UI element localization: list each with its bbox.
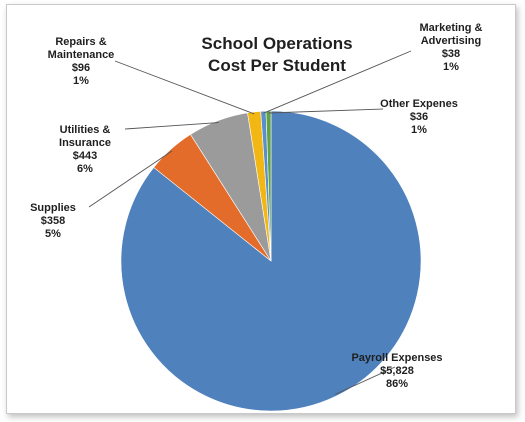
slice-label-0: Payroll Expenses $5,828 86% — [351, 352, 442, 390]
pie-slices — [120, 110, 422, 412]
slice-label-1: Supplies $358 5% — [30, 202, 76, 240]
slice-label-5: Other Expenes $36 1% — [380, 98, 458, 136]
chart-title-line-1: School Operations — [201, 34, 352, 53]
slice-label-4: Marketing & Advertising $38 1% — [420, 22, 483, 73]
slice-label-2: Utilities & Insurance $443 6% — [59, 124, 111, 175]
slice-label-3: Repairs & Maintenance $96 1% — [48, 36, 115, 87]
chart-frame: School Operations Cost Per Student Payro… — [6, 4, 516, 414]
leader-line-0 — [335, 366, 396, 395]
leader-line-3 — [114, 60, 255, 115]
slice-labels: Payroll Expenses $5,828 86% Supplies $358 5% U… — [30, 22, 482, 390]
pie-chart: School Operations Cost Per Student Payro… — [30, 22, 483, 412]
leader-line-5 — [268, 108, 384, 114]
chart-title-line-2: Cost Per Student — [208, 56, 346, 75]
leader-line-1 — [88, 150, 173, 208]
leader-line-2 — [124, 122, 219, 130]
leader-lines — [88, 50, 412, 395]
leader-line-4 — [263, 50, 412, 114]
pie-slice-payroll-expenses — [120, 110, 422, 412]
